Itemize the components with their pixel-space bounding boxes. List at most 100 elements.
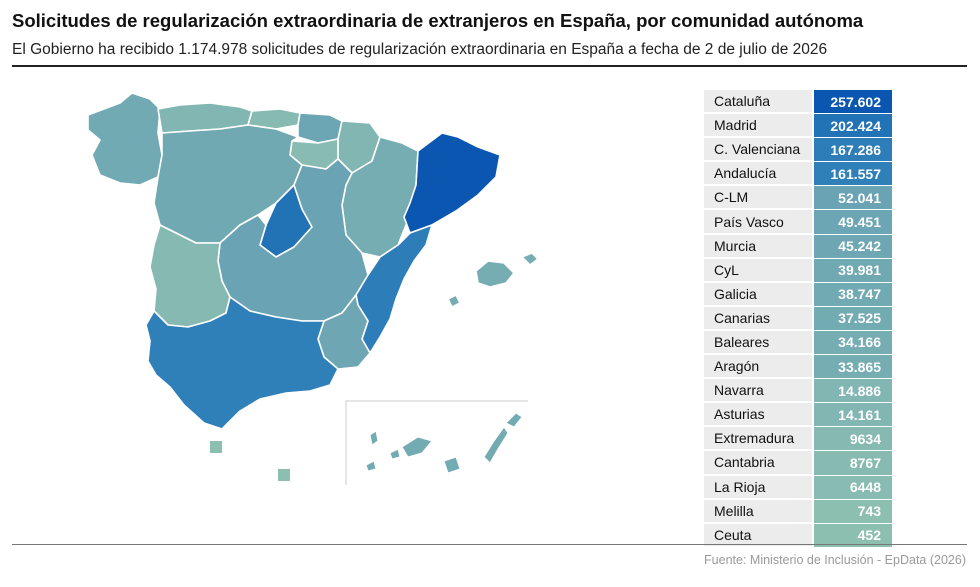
cell-gap bbox=[812, 138, 814, 162]
region-value: 743 bbox=[814, 499, 892, 523]
source-note: Fuente: Ministerio de Inclusión - EpData… bbox=[704, 553, 966, 567]
region-value: 202.424 bbox=[814, 114, 892, 138]
region-baleares bbox=[475, 260, 515, 288]
cell-gap bbox=[812, 186, 814, 210]
region-name: CyL bbox=[704, 258, 812, 282]
table-row: Navarra 14.886 bbox=[704, 379, 894, 404]
region-name: La Rioja bbox=[704, 475, 812, 499]
table-row: C-LM 52.041 bbox=[704, 186, 894, 211]
cell-gap bbox=[812, 355, 814, 379]
cell-gap bbox=[812, 403, 814, 427]
table-row: Murcia 45.242 bbox=[704, 234, 894, 259]
region-name: Asturias bbox=[704, 403, 812, 427]
table-row: CyL 39.981 bbox=[704, 258, 894, 283]
table-row: Melilla 743 bbox=[704, 499, 894, 524]
region-name: C. Valenciana bbox=[704, 138, 812, 162]
region-name: Navarra bbox=[704, 379, 812, 403]
region-name: Baleares bbox=[704, 330, 812, 355]
region-name: Murcia bbox=[704, 234, 812, 258]
table-row: Galicia 38.747 bbox=[704, 282, 894, 307]
table-row: Ceuta 452 bbox=[704, 523, 894, 548]
region-andalucia bbox=[145, 296, 339, 430]
table-row: Canarias 37.525 bbox=[704, 306, 894, 331]
table-row: Cantabria 8767 bbox=[704, 451, 894, 476]
region-name: Cataluña bbox=[704, 90, 812, 114]
region-value: 452 bbox=[814, 523, 892, 547]
top-divider bbox=[12, 65, 967, 67]
region-value: 37.525 bbox=[814, 306, 892, 330]
table-row: La Rioja 6448 bbox=[704, 475, 894, 500]
cell-gap bbox=[812, 210, 814, 234]
cell-gap bbox=[812, 258, 814, 282]
cell-gap bbox=[812, 282, 814, 306]
cell-gap bbox=[812, 306, 814, 330]
chart-title: Solicitudes de regularización extraordin… bbox=[12, 10, 864, 31]
region-value: 6448 bbox=[814, 475, 892, 499]
table-row: Asturias 14.161 bbox=[704, 403, 894, 428]
cell-gap bbox=[812, 114, 814, 138]
region-value: 34.166 bbox=[814, 330, 892, 355]
region-name: Madrid bbox=[704, 114, 812, 138]
region-value: 8767 bbox=[814, 451, 892, 475]
region-name: Aragón bbox=[704, 355, 812, 379]
table-row: Extremadura 9634 bbox=[704, 427, 894, 452]
ranking-table: Cataluña 257.602 Madrid 202.424 C. Valencian… bbox=[704, 90, 894, 548]
region-baleares-ibiza bbox=[447, 294, 461, 308]
region-value: 14.161 bbox=[814, 403, 892, 427]
spain-choropleth-map bbox=[87, 92, 539, 485]
cell-gap bbox=[812, 427, 814, 451]
cell-gap bbox=[812, 162, 814, 186]
region-canarias-lanzarote bbox=[505, 412, 523, 428]
cell-gap bbox=[812, 234, 814, 258]
region-canarias-gran-canaria bbox=[443, 456, 461, 474]
table-row: C. Valenciana 167.286 bbox=[704, 138, 894, 163]
region-value: 38.747 bbox=[814, 282, 892, 306]
table-row: Cataluña 257.602 bbox=[704, 90, 894, 115]
canarias-inset-frame bbox=[345, 400, 528, 485]
region-galicia bbox=[87, 92, 163, 186]
cell-gap bbox=[812, 379, 814, 403]
region-name: Cantabria bbox=[704, 451, 812, 475]
region-name: C-LM bbox=[704, 186, 812, 210]
region-pais-vasco bbox=[297, 112, 343, 144]
cell-gap bbox=[812, 90, 814, 114]
region-canarias-tenerife bbox=[401, 436, 433, 458]
region-value: 14.886 bbox=[814, 379, 892, 403]
region-name: País Vasco bbox=[704, 210, 812, 234]
region-name: Melilla bbox=[704, 499, 812, 523]
table-row: País Vasco 49.451 bbox=[704, 210, 894, 235]
region-name: Ceuta bbox=[704, 523, 812, 547]
table-row: Aragón 33.865 bbox=[704, 355, 894, 380]
bottom-divider bbox=[12, 544, 967, 545]
region-ceuta bbox=[210, 441, 222, 453]
region-canarias-la-gomera bbox=[389, 448, 401, 460]
region-value: 167.286 bbox=[814, 138, 892, 162]
region-melilla bbox=[278, 469, 290, 481]
region-name: Galicia bbox=[704, 282, 812, 306]
region-canarias-fuerteventura bbox=[483, 426, 509, 464]
table-row: Andalucía 161.557 bbox=[704, 162, 894, 187]
cell-gap bbox=[812, 523, 814, 547]
region-baleares-menorca bbox=[521, 252, 539, 266]
region-name: Extremadura bbox=[704, 427, 812, 451]
table-row: Baleares 34.166 bbox=[704, 330, 894, 356]
cell-gap bbox=[812, 330, 814, 355]
region-value: 257.602 bbox=[814, 90, 892, 114]
region-value: 39.981 bbox=[814, 258, 892, 282]
region-value: 9634 bbox=[814, 427, 892, 451]
table-row: Madrid 202.424 bbox=[704, 114, 894, 139]
cell-gap bbox=[812, 499, 814, 523]
region-canarias-el-hierro bbox=[365, 460, 377, 472]
region-value: 49.451 bbox=[814, 210, 892, 234]
chart-subtitle: El Gobierno ha recibido 1.174.978 solici… bbox=[12, 41, 828, 58]
region-cataluna bbox=[403, 132, 501, 234]
region-value: 33.865 bbox=[814, 355, 892, 379]
region-name: Canarias bbox=[704, 306, 812, 330]
region-value: 52.041 bbox=[814, 186, 892, 210]
region-value: 161.557 bbox=[814, 162, 892, 186]
region-name: Andalucía bbox=[704, 162, 812, 186]
cell-gap bbox=[812, 475, 814, 499]
region-canarias-la-palma bbox=[369, 430, 379, 446]
region-value: 45.242 bbox=[814, 234, 892, 258]
cell-gap bbox=[812, 451, 814, 475]
